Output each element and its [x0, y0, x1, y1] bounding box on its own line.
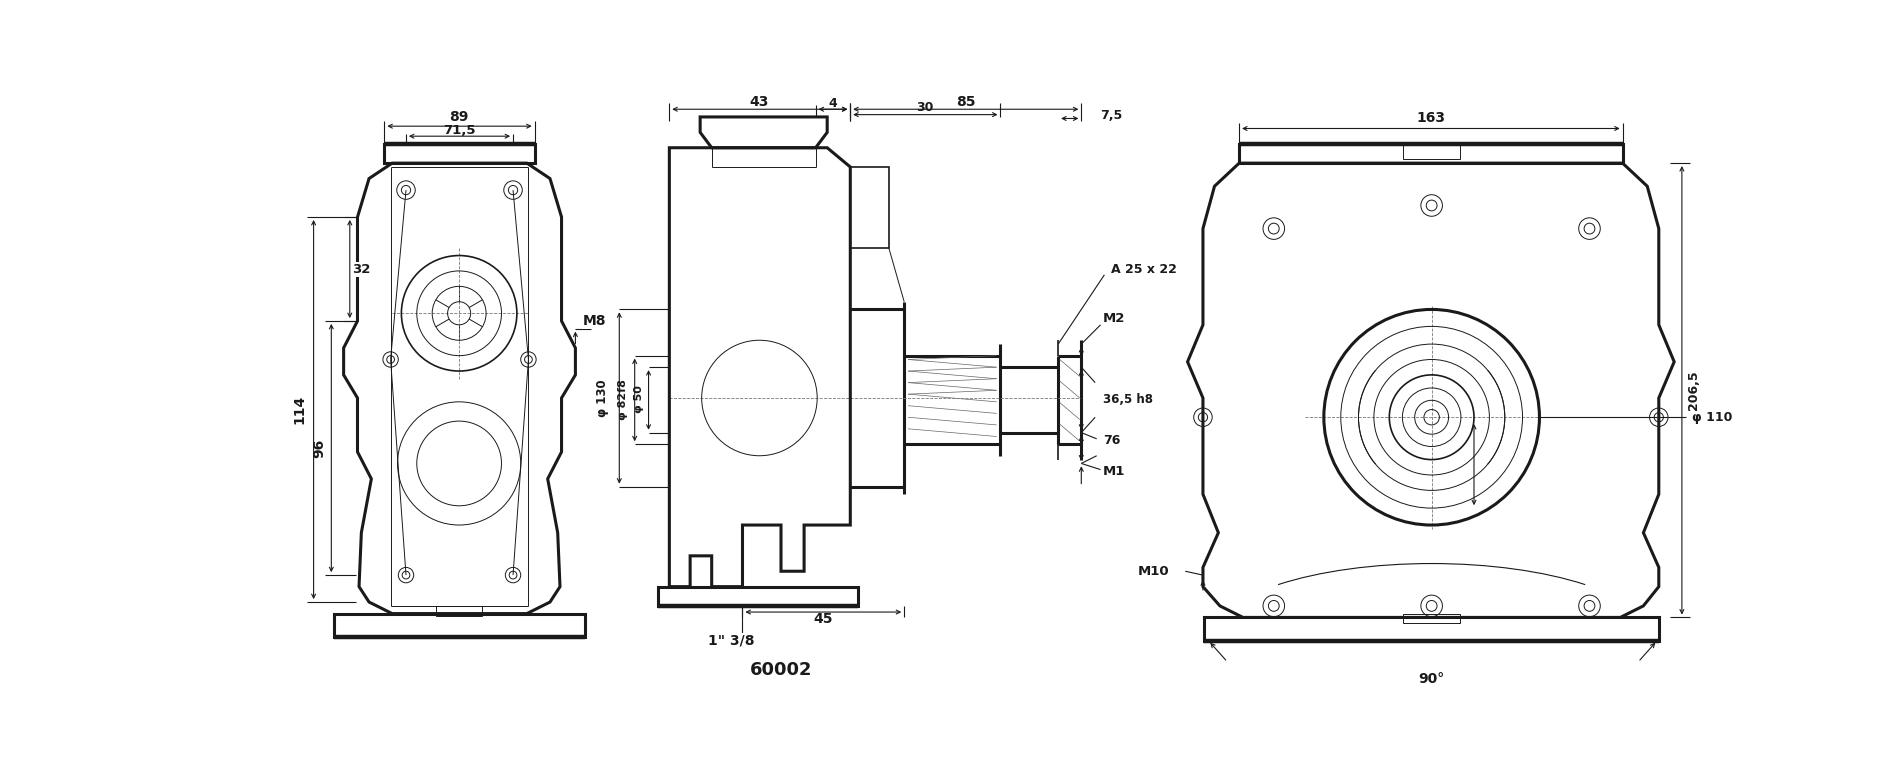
Text: 96: 96	[311, 439, 326, 457]
Text: 90°: 90°	[1418, 672, 1444, 686]
Text: 71,5: 71,5	[442, 124, 474, 138]
Text: M8: M8	[583, 314, 605, 328]
Text: φ 130: φ 130	[596, 379, 609, 417]
Text: 163: 163	[1416, 112, 1446, 125]
Text: 43: 43	[750, 95, 769, 109]
Text: 76: 76	[1103, 434, 1120, 447]
Text: 36,5 h8: 36,5 h8	[1103, 393, 1152, 406]
Text: 30: 30	[917, 101, 934, 114]
Bar	[1403, 144, 1460, 160]
Text: 4: 4	[828, 97, 837, 110]
Text: A 25 x 22: A 25 x 22	[1110, 263, 1177, 276]
Text: M1: M1	[1103, 465, 1126, 478]
Text: M2: M2	[1103, 312, 1126, 325]
Text: 7,5: 7,5	[1101, 109, 1124, 122]
Text: 32: 32	[353, 263, 370, 276]
Text: 60002: 60002	[750, 661, 812, 679]
Text: M10: M10	[1139, 565, 1169, 578]
Text: 1" 3/8: 1" 3/8	[708, 633, 754, 647]
Text: 45: 45	[814, 612, 833, 626]
Text: 206,5: 206,5	[1687, 371, 1701, 410]
Text: 89: 89	[450, 110, 469, 124]
Bar	[1403, 614, 1460, 622]
Text: φ 82f8: φ 82f8	[619, 379, 628, 420]
Text: φ 110: φ 110	[1691, 411, 1733, 424]
Text: 114: 114	[292, 395, 307, 424]
Text: φ 50: φ 50	[634, 386, 643, 414]
Bar	[437, 606, 482, 616]
Text: 85: 85	[957, 95, 976, 109]
